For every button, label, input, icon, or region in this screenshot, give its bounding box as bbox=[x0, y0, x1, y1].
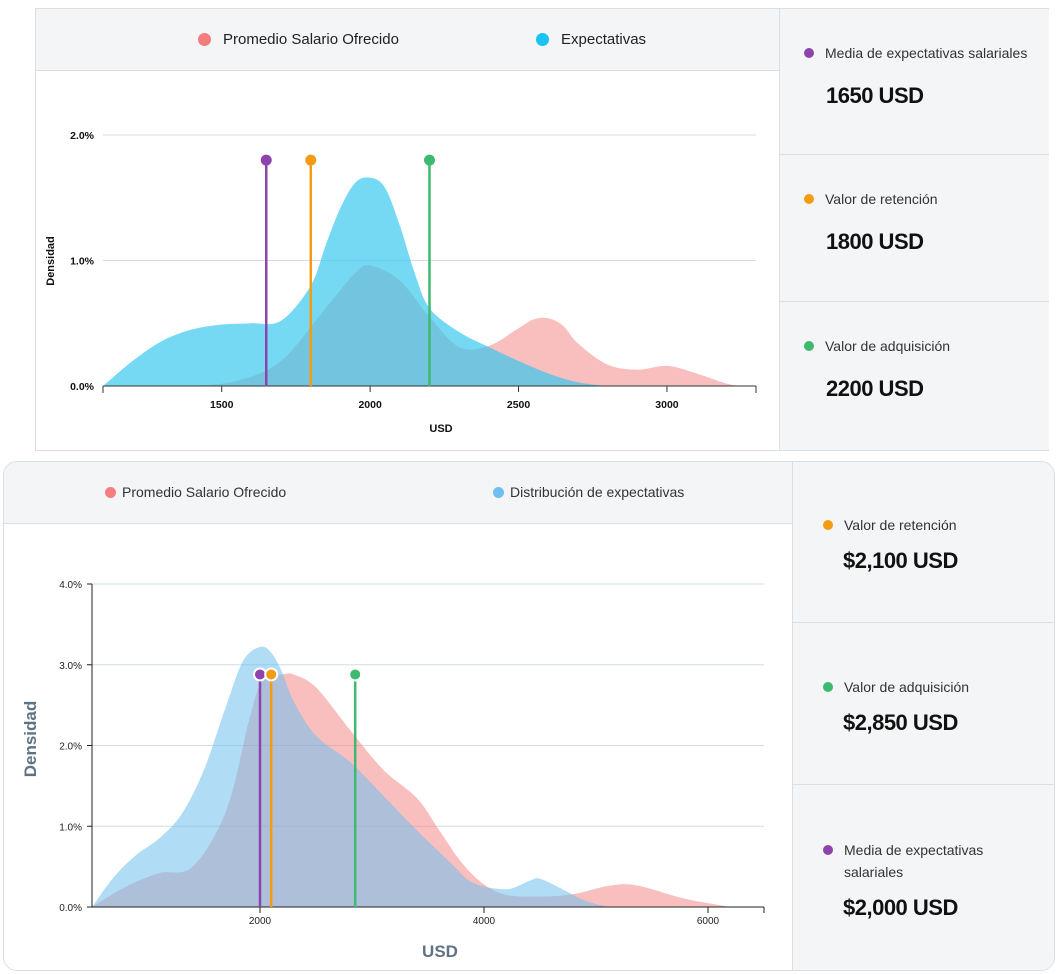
series-area-expectations bbox=[103, 177, 608, 386]
stat-value: 2200 USD bbox=[826, 376, 924, 401]
stat-label: Media de expectativas salariales bbox=[825, 45, 1028, 61]
retention-dot-icon bbox=[823, 520, 833, 530]
stat-media: Media de expectativas salariales $2,000 … bbox=[793, 785, 1054, 970]
bottom-stats-panel: Valor de retención $2,100 USD Valor de a… bbox=[792, 462, 1054, 970]
y-axis-label: Densidad bbox=[45, 236, 57, 286]
retention-dot-icon bbox=[804, 194, 814, 204]
x-tick-label: 2000 bbox=[249, 916, 272, 927]
stat-label: Media de expectativas salariales bbox=[844, 842, 984, 880]
y-tick-label: 0.0% bbox=[70, 381, 95, 393]
stat-value: $2,100 USD bbox=[843, 548, 958, 573]
legend-dot-icon bbox=[493, 486, 504, 498]
x-tick-label: 4000 bbox=[473, 916, 496, 927]
legend-label: Expectativas bbox=[561, 31, 647, 48]
legend-label: Distribución de expectativas bbox=[510, 484, 685, 500]
stat-retention: Valor de retención $2,100 USD bbox=[793, 462, 1054, 623]
marker-dot bbox=[305, 154, 317, 166]
y-tick-label: 1.0% bbox=[59, 822, 82, 833]
legend-item-offered[interactable]: Promedio Salario Ofrecido bbox=[198, 31, 399, 48]
marker-dot bbox=[424, 154, 435, 166]
legend-item-expectations[interactable]: Expectativas bbox=[536, 31, 646, 48]
acquisition-dot-icon bbox=[823, 682, 833, 692]
media-dot-icon bbox=[823, 845, 833, 855]
x-tick-label: 3000 bbox=[655, 399, 679, 411]
legend-dot-icon bbox=[198, 33, 211, 46]
stat-value: $2,000 USD bbox=[843, 895, 958, 920]
y-tick-label: 3.0% bbox=[59, 661, 82, 672]
stat-value: $2,850 USD bbox=[843, 710, 958, 735]
stat-label: Valor de adquisición bbox=[825, 338, 951, 354]
marker-dot bbox=[264, 667, 279, 682]
stat-acquisition: Valor de adquisición 2200 USD bbox=[780, 302, 1049, 450]
legend-label: Promedio Salario Ofrecido bbox=[223, 31, 399, 48]
x-axis-label: USD bbox=[429, 423, 452, 435]
stat-acquisition: Valor de adquisición $2,850 USD bbox=[793, 623, 1054, 785]
legend-item-expectations[interactable]: Distribución de expectativas bbox=[493, 484, 684, 500]
stat-media: Media de expectativas salariales 1650 US… bbox=[780, 9, 1049, 155]
y-tick-label: 2.0% bbox=[59, 742, 82, 753]
y-tick-label: 2.0% bbox=[70, 130, 95, 142]
stat-value: 1650 USD bbox=[826, 83, 924, 108]
bottom-chart-card: Promedio Salario Ofrecido Distribución d… bbox=[3, 461, 1055, 971]
x-tick-label: 2000 bbox=[358, 399, 382, 411]
acquisition-dot-icon bbox=[804, 341, 814, 351]
marker-dot bbox=[260, 154, 272, 166]
legend-dot-icon bbox=[536, 33, 549, 46]
y-tick-label: 4.0% bbox=[59, 580, 82, 591]
top-chart-card: Promedio Salario Ofrecido Expectativas 0… bbox=[35, 8, 1049, 451]
top-legend: Promedio Salario Ofrecido Expectativas bbox=[36, 9, 779, 71]
stat-value: 1800 USD bbox=[826, 229, 924, 254]
x-tick-label: 6000 bbox=[697, 916, 720, 927]
top-density-chart: 0.0% 1.0% 2.0% 1500 2000 2500 3000 USD Densidad bbox=[45, 130, 757, 435]
x-tick-label: 2500 bbox=[507, 399, 531, 411]
stat-label: Valor de retención bbox=[844, 517, 957, 533]
stat-retention: Valor de retención 1800 USD bbox=[780, 155, 1049, 302]
marker-dot bbox=[348, 667, 363, 682]
stat-label: Valor de adquisición bbox=[844, 679, 970, 695]
bottom-legend: Promedio Salario Ofrecido Distribución d… bbox=[4, 462, 792, 524]
y-axis-label: Densidad bbox=[21, 701, 40, 778]
legend-dot-icon bbox=[105, 486, 116, 498]
x-tick-label: 1500 bbox=[210, 399, 234, 411]
y-tick-label: 1.0% bbox=[70, 256, 95, 268]
x-axis-label: USD bbox=[422, 942, 458, 961]
bottom-density-chart: 0.0% 1.0% 2.0% 3.0% 4.0% 2000 4000 6000 USD Densi… bbox=[21, 580, 765, 961]
y-tick-label: 0.0% bbox=[59, 903, 82, 914]
series-area-expectations bbox=[92, 646, 608, 907]
top-stats-panel: Media de expectativas salariales 1650 US… bbox=[779, 9, 1049, 450]
stat-label: Valor de retención bbox=[825, 191, 938, 207]
legend-item-offered[interactable]: Promedio Salario Ofrecido bbox=[105, 484, 286, 500]
media-dot-icon bbox=[804, 48, 814, 58]
legend-label: Promedio Salario Ofrecido bbox=[122, 484, 287, 500]
